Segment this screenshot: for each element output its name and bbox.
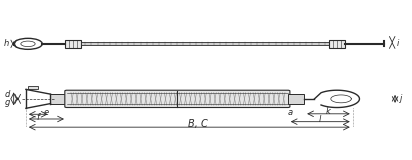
Text: k: k bbox=[326, 107, 331, 116]
FancyBboxPatch shape bbox=[329, 40, 345, 48]
FancyBboxPatch shape bbox=[65, 90, 290, 108]
Text: l: l bbox=[319, 115, 321, 124]
Text: e: e bbox=[44, 108, 49, 117]
Text: a: a bbox=[287, 108, 293, 117]
FancyBboxPatch shape bbox=[288, 94, 304, 104]
FancyBboxPatch shape bbox=[51, 94, 67, 104]
Text: g: g bbox=[5, 97, 10, 107]
FancyBboxPatch shape bbox=[81, 42, 329, 45]
Text: f: f bbox=[37, 113, 40, 122]
FancyBboxPatch shape bbox=[28, 86, 38, 89]
Text: h: h bbox=[4, 39, 9, 48]
Text: d: d bbox=[5, 90, 10, 99]
Text: i: i bbox=[396, 39, 399, 48]
Text: j: j bbox=[400, 94, 402, 103]
Text: B, C: B, C bbox=[188, 119, 208, 129]
FancyBboxPatch shape bbox=[65, 40, 81, 48]
